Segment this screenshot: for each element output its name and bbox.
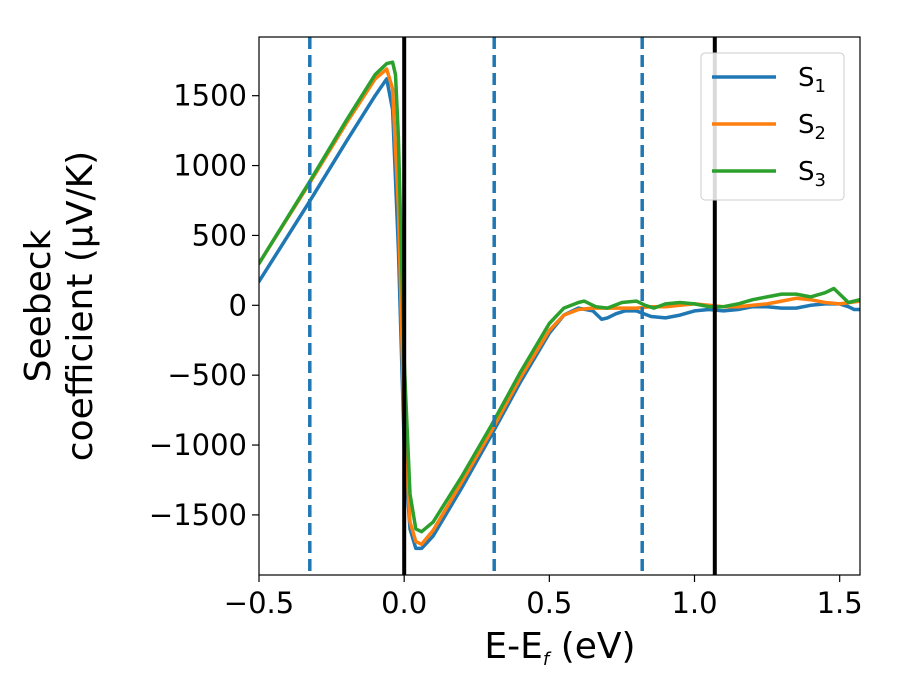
legend-box [700,52,845,201]
series-line-2 [259,67,860,547]
y-axis-title-line1: Seebeck [18,229,59,382]
y-tick-label: 0 [229,288,247,322]
series-line-3 [259,60,860,534]
y-axis-title-line2: coefficient (μV/K) [60,151,101,461]
x-tick-label: −0.5 [224,586,294,620]
y-tick-label: 1500 [173,79,247,113]
y-axis-title: Seebeck coefficient (μV/K) [18,151,101,461]
axis-ticks: −0.5 0.0 0.5 1.0 1.5 −1500 −1000 −500 0 500 1000 15… [149,79,863,620]
x-tick-label: 0.5 [526,586,572,620]
y-tick-label: −500 [167,358,247,392]
y-tick-label: −1000 [149,428,247,462]
y-tick-label: −1500 [149,498,247,532]
x-tick-label: 1.5 [817,586,863,620]
x-tick-label: 1.0 [671,586,717,620]
y-tick-label: 500 [192,218,247,252]
plot-frame [258,36,861,576]
y-tick-label: 1000 [173,149,247,183]
x-tick-label: 0.0 [381,586,427,620]
x-axis-title: E-Ef (eV) [484,626,635,670]
